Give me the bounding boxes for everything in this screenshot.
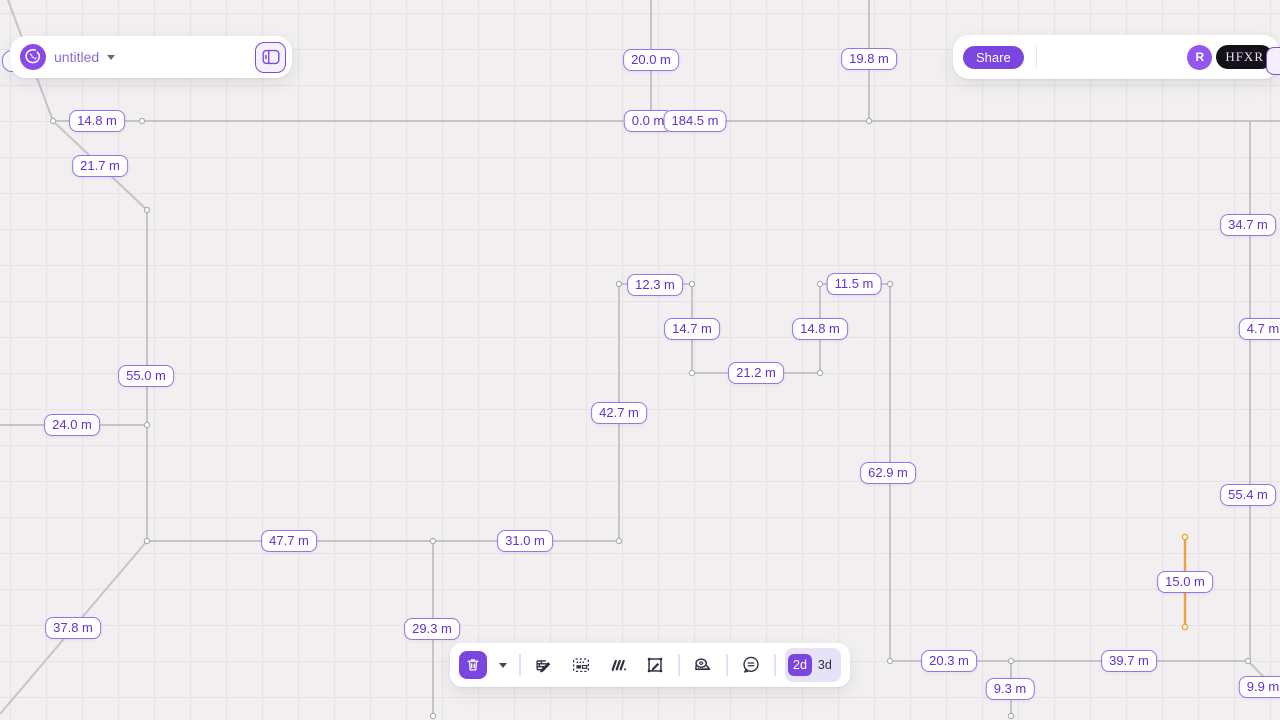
- document-header-card: untitled: [10, 36, 292, 78]
- document-title[interactable]: untitled: [54, 49, 100, 65]
- view-3d-button[interactable]: 3d: [812, 658, 838, 672]
- hatch-pencil-icon: [607, 654, 629, 676]
- workspace-badge[interactable]: HFXR: [1216, 45, 1273, 69]
- view-mode-toggle: 2d 3d: [785, 648, 841, 682]
- wall-vertex[interactable]: [1244, 657, 1252, 665]
- measurement-label[interactable]: 15.0 m: [1157, 571, 1213, 593]
- measurement-label[interactable]: 55.4 m: [1220, 484, 1276, 506]
- measurement-label[interactable]: 0.0 m: [623, 110, 673, 132]
- measurement-label[interactable]: 37.8 m: [45, 617, 101, 639]
- divider: [726, 654, 728, 676]
- divider: [1035, 46, 1037, 68]
- measurement-label[interactable]: 19.8 m: [841, 48, 897, 70]
- measurement-label[interactable]: 21.7 m: [72, 155, 128, 177]
- wall-pencil-icon: [533, 654, 555, 676]
- divider: [774, 654, 776, 676]
- measurement-label[interactable]: 42.7 m: [591, 402, 647, 424]
- wall-vertex[interactable]: [816, 369, 824, 377]
- measurement-label[interactable]: 14.8 m: [69, 110, 125, 132]
- tape-measure-icon: [692, 654, 714, 676]
- wall-vertex[interactable]: [429, 537, 437, 545]
- measurement-label[interactable]: 47.7 m: [261, 530, 317, 552]
- measurement-label[interactable]: 24.0 m: [44, 414, 100, 436]
- measurement-label[interactable]: 9.3 m: [985, 678, 1035, 700]
- wall-vertex[interactable]: [49, 117, 57, 125]
- wall-vertex[interactable]: [429, 712, 437, 720]
- zones-tool-button[interactable]: [567, 651, 595, 679]
- measurement-label[interactable]: 21.2 m: [728, 362, 784, 384]
- measurement-label[interactable]: 184.5 m: [663, 110, 727, 132]
- measurement-label[interactable]: 12.3 m: [627, 274, 683, 296]
- share-header-card: Share R HFXR: [953, 35, 1279, 79]
- measurement-label[interactable]: 4.7 m: [1238, 318, 1280, 340]
- view-2d-button[interactable]: 2d: [788, 654, 812, 676]
- divider: [519, 654, 521, 676]
- measurement-label[interactable]: 14.8 m: [792, 318, 848, 340]
- measurement-label[interactable]: 20.0 m: [623, 49, 679, 71]
- user-avatar[interactable]: R: [1187, 44, 1213, 70]
- chevron-down-icon: [499, 662, 507, 668]
- selected-wall-endpoint[interactable]: [1181, 533, 1189, 541]
- wall-vertex[interactable]: [865, 117, 873, 125]
- divider: [678, 654, 680, 676]
- wall-vertex[interactable]: [816, 280, 824, 288]
- wall-vertex[interactable]: [143, 537, 151, 545]
- wall-vertex[interactable]: [143, 421, 151, 429]
- trash-icon: [464, 656, 482, 674]
- comment-tool-button[interactable]: [737, 651, 765, 679]
- delete-button[interactable]: [459, 651, 487, 679]
- comment-icon: [740, 654, 762, 676]
- wall-vertex[interactable]: [143, 206, 151, 214]
- measurement-label[interactable]: 31.0 m: [497, 530, 553, 552]
- measurement-label[interactable]: 9.9 m: [1238, 676, 1280, 698]
- share-button[interactable]: Share: [963, 45, 1024, 69]
- measurement-label[interactable]: 34.7 m: [1220, 214, 1276, 236]
- wall-vertex[interactable]: [1007, 657, 1015, 665]
- toggle-right-panel-button[interactable]: [1266, 47, 1280, 75]
- wall-vertex[interactable]: [615, 537, 623, 545]
- bottom-toolbar: 2d 3d: [450, 643, 850, 687]
- wall-vertex[interactable]: [1007, 712, 1015, 720]
- chevron-down-icon[interactable]: [107, 54, 116, 60]
- delete-options-button[interactable]: [496, 651, 510, 679]
- draw-wall-button[interactable]: [530, 651, 558, 679]
- measurement-label[interactable]: 29.3 m: [404, 618, 460, 640]
- wall-vertex[interactable]: [138, 117, 146, 125]
- wall-vertex[interactable]: [615, 280, 623, 288]
- wall-vertex[interactable]: [886, 280, 894, 288]
- zones-icon: [570, 654, 592, 676]
- toggle-left-panel-button[interactable]: [255, 41, 286, 73]
- app-logo-icon: [20, 44, 46, 70]
- selected-wall-endpoint[interactable]: [1181, 623, 1189, 631]
- wall-vertex[interactable]: [688, 369, 696, 377]
- area-pencil-icon: [644, 654, 666, 676]
- draw-area-button[interactable]: [641, 651, 669, 679]
- measurement-label[interactable]: 55.0 m: [118, 365, 174, 387]
- measure-tool-button[interactable]: [689, 651, 717, 679]
- measurement-label[interactable]: 39.7 m: [1101, 650, 1157, 672]
- sidebar-panel-icon: [260, 46, 282, 68]
- measurement-label[interactable]: 11.5 m: [826, 273, 882, 295]
- hatch-tool-button[interactable]: [604, 651, 632, 679]
- wall-vertex[interactable]: [886, 657, 894, 665]
- measurement-label[interactable]: 20.3 m: [921, 650, 977, 672]
- measurement-label[interactable]: 14.7 m: [664, 318, 720, 340]
- wall-vertex[interactable]: [688, 280, 696, 288]
- measurement-label[interactable]: 62.9 m: [860, 462, 916, 484]
